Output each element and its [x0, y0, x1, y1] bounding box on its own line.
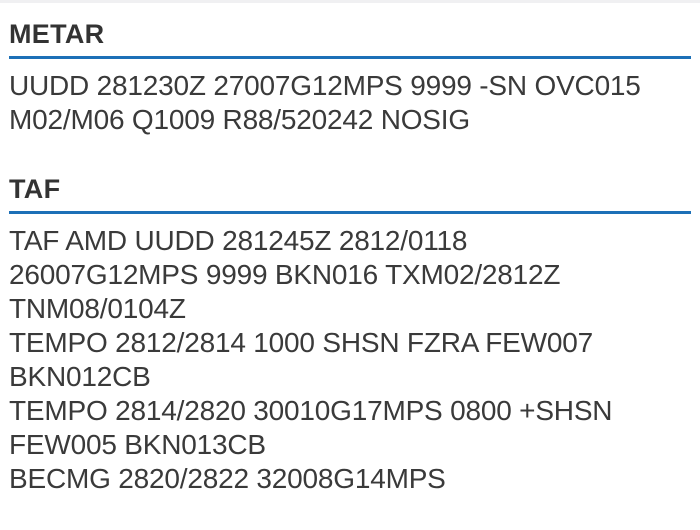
top-divider [0, 0, 700, 3]
metar-report-text: UUDD 281230Z 27007G12MPS 9999 -SN OVC015… [9, 70, 641, 135]
taf-report-text: TAF AMD UUDD 281245Z 2812/0118 26007G12M… [9, 225, 613, 494]
weather-briefing-page: METAR UUDD 281230Z 27007G12MPS 9999 -SN … [0, 17, 700, 496]
taf-section-heading: TAF [9, 172, 691, 214]
taf-section: TAF TAF AMD UUDD 281245Z 2812/0118 26007… [9, 172, 691, 496]
metar-section-heading: METAR [9, 17, 691, 59]
metar-section: METAR UUDD 281230Z 27007G12MPS 9999 -SN … [9, 17, 691, 137]
